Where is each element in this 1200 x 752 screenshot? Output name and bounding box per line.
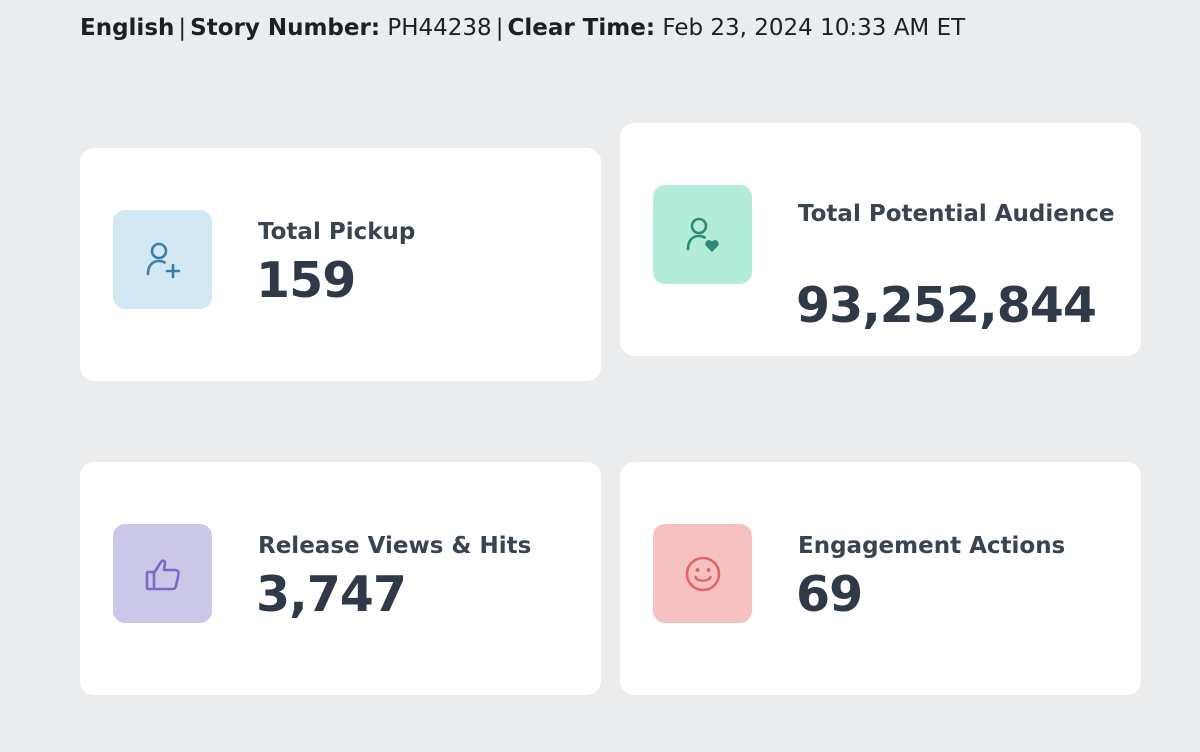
pickup-icon-tile bbox=[113, 210, 212, 309]
story-number-label: Story Number: bbox=[190, 15, 381, 41]
total-pickup-value: 159 bbox=[256, 252, 356, 309]
separator: | bbox=[178, 15, 187, 41]
clear-time-value: Feb 23, 2024 10:33 AM ET bbox=[662, 15, 966, 41]
total-potential-audience-label: Total Potential Audience bbox=[798, 201, 1115, 227]
engagement-icon-tile bbox=[653, 524, 752, 623]
engagement-actions-card: Engagement Actions 69 bbox=[620, 462, 1141, 695]
story-number-value: PH44238 bbox=[387, 15, 492, 41]
smiley-face-icon bbox=[685, 556, 720, 591]
person-heart-icon bbox=[686, 217, 719, 252]
total-pickup-label: Total Pickup bbox=[258, 219, 416, 245]
thumbs-up-icon bbox=[145, 558, 180, 590]
audience-icon-tile bbox=[653, 185, 752, 284]
release-views-label: Release Views & Hits bbox=[258, 533, 532, 559]
release-views-value: 3,747 bbox=[256, 566, 407, 623]
total-potential-audience-value: 93,252,844 bbox=[796, 277, 1097, 334]
total-potential-audience-card: Total Potential Audience 93,252,844 bbox=[620, 123, 1141, 356]
total-pickup-card: Total Pickup 159 bbox=[80, 148, 601, 381]
views-icon-tile bbox=[113, 524, 212, 623]
clear-time-label: Clear Time: bbox=[507, 15, 656, 41]
engagement-actions-label: Engagement Actions bbox=[798, 533, 1066, 559]
person-add-icon bbox=[146, 242, 180, 278]
separator: | bbox=[495, 15, 504, 41]
language-label: English bbox=[80, 15, 175, 41]
release-views-card: Release Views & Hits 3,747 bbox=[80, 462, 601, 695]
story-info-header: English | Story Number: PH44238 | Clear Time… bbox=[80, 12, 965, 44]
engagement-actions-value: 69 bbox=[796, 566, 863, 623]
